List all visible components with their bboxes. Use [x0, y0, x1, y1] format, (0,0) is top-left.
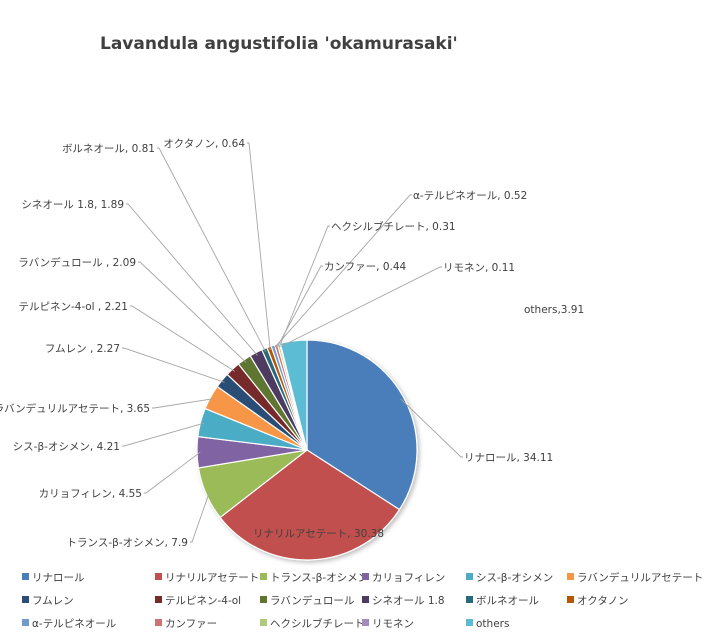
leader-line-10	[157, 147, 266, 352]
legend-swatch-5	[567, 573, 574, 580]
chart-title: Lavandula angustifolia 'okamurasaki'	[100, 34, 458, 54]
legend-swatch-2	[260, 573, 267, 580]
data-label-9: シネオール 1.8, 1.89	[21, 199, 124, 211]
data-label-14: ヘクシルブチレート, 0.31	[331, 220, 456, 233]
data-label-12: α-テルピネオール, 0.52	[413, 190, 527, 202]
legend-label-14: ヘクシルブチレート	[270, 617, 365, 630]
leader-line-15	[280, 266, 442, 348]
pie-slices	[196, 339, 418, 561]
data-labels: リナロール, 34.11 リナリルアセテート, 30.38 トランス-β-オシメン,…	[0, 138, 584, 549]
legend-swatch-0	[22, 573, 29, 580]
data-label-13: カンファー, 0.44	[324, 261, 407, 273]
leader-line-6	[122, 347, 225, 383]
leader-line-9	[126, 203, 258, 356]
leader-line-8	[138, 261, 247, 363]
data-label-16: others,3.91	[524, 304, 584, 316]
leader-line-2	[190, 492, 210, 543]
legend-swatch-7	[155, 596, 162, 603]
legend-label-16: others	[476, 618, 509, 630]
legend-swatch-12	[22, 619, 29, 626]
legend-label-8: ラバンデュロール	[270, 594, 354, 607]
legend-label-12: α-テルピネオール	[32, 618, 116, 630]
leader-line-5	[152, 398, 214, 409]
leader-line-7	[130, 305, 236, 372]
leader-line-11	[247, 142, 271, 350]
leader-line-12	[273, 194, 412, 349]
data-label-7: テルピネン-4-ol , 2.21	[19, 301, 129, 313]
legend-label-6: フムレン	[32, 595, 74, 607]
legend-label-0: リナロール	[32, 572, 85, 584]
data-label-6: フムレン , 2.27	[45, 343, 120, 355]
leader-line-3	[144, 451, 201, 494]
leader-lines	[122, 142, 463, 543]
data-label-3: カリョフィレン, 4.55	[39, 488, 142, 500]
legend-label-1: リナリルアセテート	[165, 572, 259, 584]
legend-label-11: オクタノン	[577, 595, 629, 607]
data-label-5: ラバンデュリルアセテート, 3.65	[0, 402, 150, 415]
data-label-2: トランス-β-オシメン, 7.9	[67, 537, 188, 549]
legend-label-3: カリョフィレン	[372, 572, 445, 584]
leader-line-14	[278, 225, 330, 348]
legend-swatch-10	[466, 596, 473, 603]
legend: リナロール リナリルアセテート トランス-β-オシメン カリョフィレン シス-β-オシメ…	[22, 571, 703, 630]
legend-swatch-3	[362, 573, 369, 580]
legend-label-2: トランス-β-オシメン	[270, 572, 368, 584]
legend-label-9: シネオール 1.8	[372, 595, 445, 607]
data-label-11: オクタノン, 0.64	[163, 138, 245, 150]
legend-swatch-4	[466, 573, 473, 580]
legend-label-13: カンファー	[165, 618, 217, 630]
legend-label-15: リモネン	[372, 618, 414, 630]
legend-swatch-14	[260, 619, 267, 626]
leader-line-13	[276, 265, 323, 348]
legend-swatch-11	[567, 596, 574, 603]
legend-swatch-8	[260, 596, 267, 603]
legend-label-10: ボルネオール	[476, 595, 539, 607]
legend-swatch-6	[22, 596, 29, 603]
legend-label-5: ラバンデュリルアセテート	[577, 571, 703, 584]
data-label-10: ボルネオール, 0.81	[62, 143, 155, 155]
legend-label-7: テルピネン-4-ol	[165, 595, 241, 607]
legend-swatch-1	[155, 573, 162, 580]
leader-line-4	[122, 422, 204, 447]
legend-swatch-16	[466, 619, 473, 626]
data-label-4: シス-β-オシメン, 4.21	[13, 441, 120, 453]
legend-swatch-15	[362, 619, 369, 626]
legend-swatch-13	[155, 619, 162, 626]
data-label-0: リナロール, 34.11	[464, 452, 553, 464]
legend-swatch-9	[362, 596, 369, 603]
legend-label-4: シス-β-オシメン	[476, 572, 553, 584]
pie-slice-16	[279, 339, 308, 451]
leader-line-0	[400, 398, 463, 458]
data-label-8: ラバンデュロール , 2.09	[18, 256, 136, 269]
data-label-15: リモネン, 0.11	[443, 262, 515, 274]
pie-slice-1	[219, 449, 401, 561]
data-label-1: リナリルアセテート, 30.38	[253, 528, 384, 540]
